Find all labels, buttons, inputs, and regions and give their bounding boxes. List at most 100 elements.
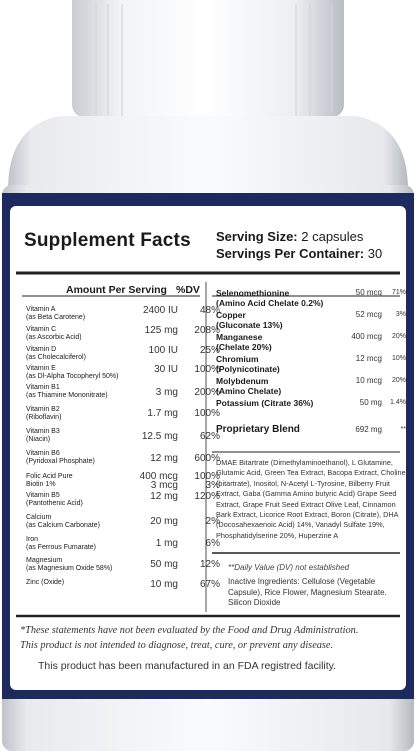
- nutrient-dv: 48%: [199, 305, 220, 316]
- nutrient-name: Iron: [26, 536, 39, 543]
- nutrient-amount: 50 mg: [359, 398, 382, 407]
- nutrient-amount: 400 mcg: [351, 332, 382, 341]
- inactive-ingredients: Inactive Ingredients: Cellulose (Vegetab…: [228, 577, 387, 607]
- nutrient-name: Manganese: [216, 332, 263, 342]
- nutrient-name: Molybdenum: [216, 376, 269, 386]
- nutrient-source: (Pantothenic Acid): [26, 500, 83, 507]
- nutrient-dv: 200%: [194, 387, 220, 398]
- nutrient-row: Selenomethionine (Amino Acid Chelate 0.2…: [216, 288, 406, 308]
- nutrient-amount: 12 mg: [150, 491, 178, 502]
- nutrient-source: (Polynicotinate): [216, 364, 280, 374]
- nutrient-source: (as Calcium Carbonate): [26, 522, 100, 529]
- nutrient-name: Folic Acid Pure: [26, 473, 73, 480]
- nutrient-name: Selenomethionine: [216, 288, 290, 298]
- serving-size-label: Serving Size:: [216, 229, 298, 244]
- nutrient-dv: 208%: [194, 325, 220, 336]
- nutrient-source: (as Ascorbic Acid): [26, 334, 82, 341]
- nutrient-amount: 125 mg: [144, 325, 178, 336]
- nutrient-dv: 62%: [199, 431, 220, 442]
- dv-footnote: **Daily Value (DV) not established: [228, 563, 350, 572]
- nutrient-amount: 12 mcg: [355, 354, 382, 363]
- bottle-cap: [72, 0, 344, 118]
- label-rules: [16, 271, 400, 618]
- label-title: Supplement Facts: [24, 230, 191, 251]
- nutrient-amount: 20 mg: [150, 516, 178, 527]
- nutrient-name: Vitamin B6: [26, 450, 60, 457]
- blend-ingredients: DMAE Bitartrate (Dimethylaminoethanol), …: [216, 458, 406, 540]
- nutrient-amount-secondary: 3 mcg: [150, 480, 178, 491]
- nutrient-source: (Amino Acid Chelate 0.2%): [216, 298, 324, 308]
- nutrient-source: (as Thiamine Mononitrate): [26, 392, 108, 399]
- nutrient-name: Magnesium: [26, 557, 63, 564]
- nutrient-dv: 3%: [395, 311, 406, 318]
- serving-info: Serving Size: 2 capsules Servings Per Co…: [216, 228, 382, 262]
- nutrient-amount: 52 mcg: [355, 310, 382, 319]
- fda-disclaimer: *These statements have not been evaluate…: [20, 623, 400, 653]
- nutrient-amount: 50 mcg: [355, 288, 382, 297]
- nutrient-amount: 50 mg: [150, 559, 178, 570]
- nutrient-dv: 67%: [199, 579, 220, 590]
- nutrient-amount: 400 mcg: [139, 471, 178, 482]
- nutrient-source: Biotin 1%: [26, 481, 56, 488]
- nutrient-dv: 120%: [194, 491, 220, 502]
- nutrient-dv: 100%: [194, 408, 220, 419]
- nutrient-source: (Riboflavin): [26, 414, 62, 421]
- header-amount-per-serving: Amount Per Serving: [66, 284, 167, 296]
- nutrient-row: Copper (Gluconate 13%) 52 mcg 3%: [216, 310, 406, 330]
- nutrient-dv: 1.4%: [390, 399, 406, 406]
- nutrient-source: (Gluconate 13%): [216, 320, 283, 330]
- blend-dv: **: [400, 426, 406, 433]
- blend-name: Proprietary Blend: [216, 424, 300, 435]
- nutrient-dv: 6%: [205, 538, 220, 549]
- nutrient-source: (Chelate 20%): [216, 342, 272, 352]
- nutrient-amount: 1 mg: [155, 538, 178, 549]
- bottle-shoulder: [8, 116, 408, 190]
- nutrient-dv-secondary: 3%: [205, 480, 220, 491]
- nutrient-name: Zinc (Oxide): [26, 579, 65, 586]
- nutrient-name: Vitamin D: [26, 346, 57, 353]
- nutrient-dv: 20%: [391, 333, 406, 340]
- serving-size-value: 2 capsules: [297, 229, 364, 244]
- nutrient-source: (as Dl-Alpha Tocopheryl 50%): [26, 373, 119, 380]
- nutrient-amount: 3 mg: [155, 387, 178, 398]
- nutrient-source: (Pyridoxal Phosphate): [26, 458, 95, 465]
- nutrient-dv: 600%: [194, 453, 220, 464]
- nutrient-source: (as Ferrous Fumarate): [26, 544, 97, 551]
- blend-amount: 692 mg: [355, 425, 382, 434]
- nutrient-amount: 10 mg: [150, 579, 178, 590]
- nutrient-dv: 12%: [199, 559, 220, 570]
- servings-per-container-label: Servings Per Container:: [216, 246, 365, 261]
- nutrient-amount: 100 IU: [148, 345, 178, 356]
- nutrient-row: Potassium (Citrate 36%) 50 mg 1.4%: [216, 398, 406, 408]
- nutrient-name: Potassium (Citrate 36%): [216, 398, 314, 408]
- nutrient-name: Chromium: [216, 354, 259, 364]
- disclaimer-line-1: *These statements have not been evaluate…: [20, 625, 359, 636]
- nutrient-dv: 20%: [391, 377, 406, 384]
- fda-facility-note: This product has been manufactured in an…: [38, 660, 337, 672]
- supplement-facts-label: Supplement Facts Serving Size: 2 capsule…: [4, 220, 412, 690]
- nutrient-dv: 100%: [194, 364, 220, 375]
- servings-per-container-value: 30: [364, 246, 383, 261]
- nutrient-name: Copper: [216, 310, 246, 320]
- nutrient-dv: 100%: [194, 471, 220, 482]
- nutrient-name: Calcium: [26, 514, 52, 521]
- header-dv: %DV: [176, 284, 200, 296]
- nutrient-amount: 12.5 mg: [141, 431, 178, 442]
- nutrient-name: Vitamin E: [26, 365, 56, 372]
- nutrient-dv: 2%: [205, 516, 220, 527]
- nutrient-row: Molybdenum (Amino Chelate) 10 mcg 20%: [216, 376, 406, 396]
- nutrient-source: (Niacin): [26, 436, 51, 443]
- nutrient-source: (as Cholecalciferol): [26, 354, 86, 361]
- nutrient-name: Vitamin B3: [26, 428, 60, 435]
- nutrient-row: Chromium (Polynicotinate) 12 mcg 10%: [216, 354, 406, 374]
- nutrient-name: Vitamin A: [26, 306, 56, 313]
- nutrient-name: Vitamin B2: [26, 406, 60, 413]
- nutrient-name: Vitamin B5: [26, 492, 60, 499]
- disclaimer-line-2: This product is not intended to diagnose…: [20, 640, 334, 651]
- nutrient-source: (as Beta Carotene): [26, 314, 86, 321]
- proprietary-blend-row: Proprietary Blend 692 mg **: [216, 425, 406, 435]
- nutrient-name: Vitamin C: [26, 326, 57, 333]
- nutrient-source: (Amino Chelate): [216, 386, 282, 396]
- nutrient-source: (as Magnesium Oxide 58%): [26, 565, 113, 572]
